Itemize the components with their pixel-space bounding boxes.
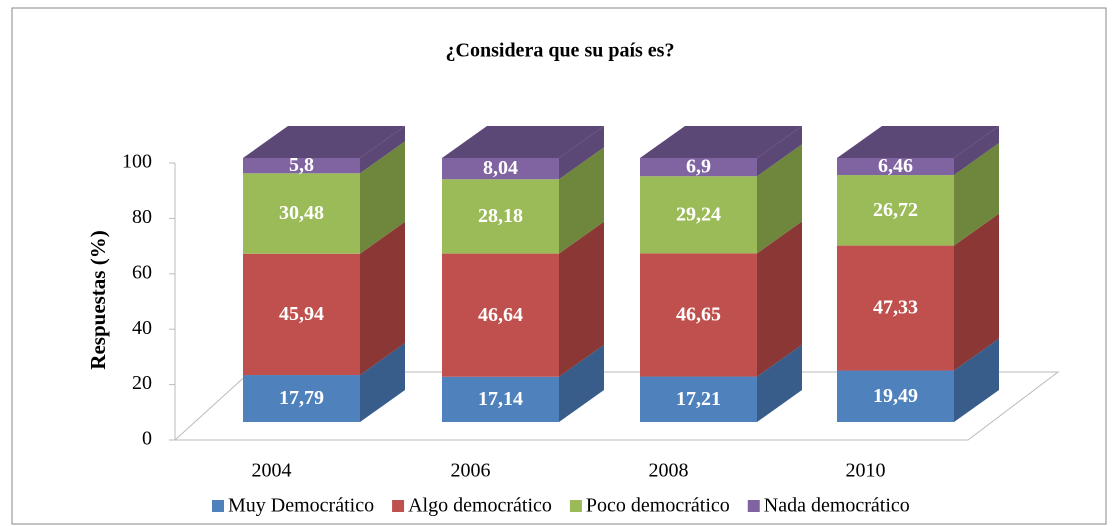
bar-segment <box>442 253 559 377</box>
bar-segment <box>640 176 757 254</box>
bar-side <box>954 338 999 422</box>
bar-segment <box>640 158 757 177</box>
bar-side <box>954 143 999 246</box>
legend-label: Muy Democrático <box>228 495 374 517</box>
data-label: 30,48 <box>279 202 324 224</box>
legend-swatch <box>392 500 405 512</box>
data-label: 17,21 <box>676 388 721 410</box>
bar-top <box>243 125 405 158</box>
legend-swatch <box>212 500 224 512</box>
data-label: 45,94 <box>279 303 324 325</box>
y-tick-label: 0 <box>142 428 152 450</box>
x-tick-label: 2004 <box>252 460 292 482</box>
data-label: 46,65 <box>676 304 721 326</box>
bar-side <box>559 344 604 422</box>
bar-top <box>442 126 604 158</box>
bar-segment <box>837 158 954 176</box>
y-axis-label: Respuestas (%) <box>86 230 110 369</box>
legend-label: Nada democrático <box>764 495 910 517</box>
data-label: 26,72 <box>873 199 918 221</box>
bar-segment <box>243 375 360 422</box>
bar-segment <box>837 175 954 246</box>
bar-side <box>757 126 802 177</box>
bar-top <box>837 126 999 158</box>
legend-swatch <box>747 500 760 512</box>
bar-side <box>559 221 604 377</box>
data-label: 8,04 <box>483 157 518 179</box>
data-label: 5,8 <box>289 154 314 176</box>
bar-side <box>954 126 999 176</box>
data-label: 6,9 <box>686 156 711 178</box>
data-label: 28,18 <box>478 205 523 227</box>
legend-label: Poco democrático <box>586 495 730 517</box>
floor <box>173 371 1060 441</box>
data-label: 17,14 <box>478 388 523 410</box>
bar-segment <box>243 253 360 376</box>
data-label: 46,64 <box>478 304 523 326</box>
bar-segment <box>442 376 559 422</box>
bar-segment <box>640 253 757 377</box>
chart-title: ¿Considera que su país es? <box>446 40 675 62</box>
data-label: 6,46 <box>878 155 913 177</box>
y-tick-label: 20 <box>132 372 152 394</box>
y-tick-label: 60 <box>132 261 152 283</box>
legend-label: Algo democrático <box>408 495 552 517</box>
bar-side <box>559 126 604 180</box>
bar-side <box>360 343 405 422</box>
bar-top <box>640 126 802 158</box>
x-tick-label: 2006 <box>451 460 491 482</box>
data-label: 29,24 <box>676 203 721 225</box>
data-label: 17,79 <box>279 387 324 409</box>
bar-segment <box>243 173 360 254</box>
legend-swatch <box>569 500 582 512</box>
bar-side <box>954 213 999 371</box>
bar-segment <box>442 158 559 180</box>
y-tick-label: 80 <box>132 206 152 228</box>
bar-side <box>757 344 802 422</box>
bar-side <box>559 147 604 254</box>
data-label: 19,49 <box>873 385 918 407</box>
bar-segment <box>243 157 360 174</box>
bar-side <box>757 144 802 254</box>
y-tick-label: 40 <box>132 317 152 339</box>
bar-segment <box>837 245 954 371</box>
x-tick-label: 2010 <box>846 460 886 482</box>
bar-side <box>360 141 405 254</box>
y-tick-label: 100 <box>122 151 152 173</box>
bar-side <box>757 221 802 377</box>
bar-segment <box>442 179 559 254</box>
bar-side <box>360 221 405 376</box>
bar-side <box>360 125 405 174</box>
x-tick-label: 2008 <box>649 460 689 482</box>
bar-segment <box>640 376 757 422</box>
data-label: 47,33 <box>873 297 918 319</box>
bar-segment <box>837 370 954 422</box>
